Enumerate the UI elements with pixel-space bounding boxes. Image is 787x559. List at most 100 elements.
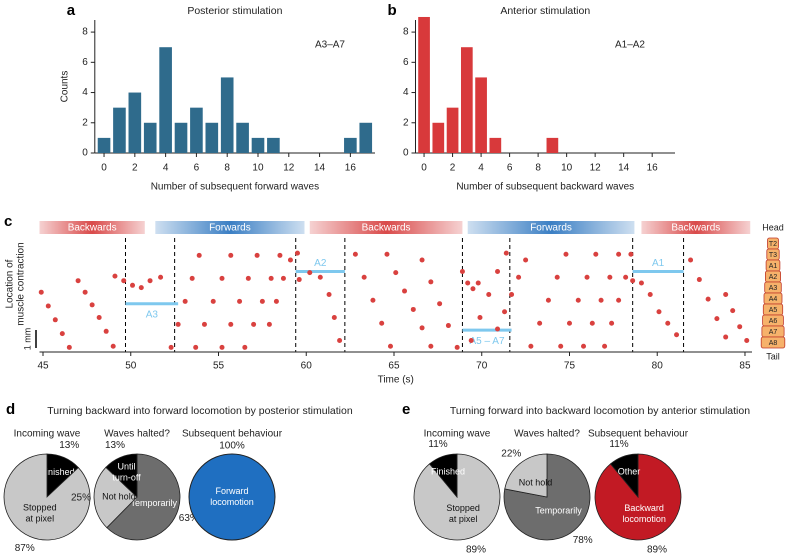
slice-label: locomotion — [210, 497, 254, 507]
x-tick-label: 65 — [388, 361, 400, 372]
bar — [359, 122, 373, 153]
x-tick-label: 0 — [421, 163, 427, 174]
data-point — [393, 270, 399, 276]
phase-band — [309, 221, 463, 234]
slice-label: Other — [618, 466, 641, 476]
bar — [159, 47, 172, 153]
slice-label: Forward — [215, 486, 248, 496]
data-point — [112, 273, 118, 279]
segment-label: T2 — [769, 241, 777, 248]
halt-label: A3 — [146, 309, 159, 320]
phase-label: Backwards — [362, 223, 411, 234]
pie-slice — [106, 453, 181, 541]
data-point — [523, 257, 529, 263]
percent-label: 100% — [219, 441, 245, 452]
data-point — [475, 280, 481, 286]
data-point — [723, 292, 729, 297]
data-point — [502, 309, 508, 315]
pie-title: Incoming wave — [424, 429, 491, 440]
data-point — [237, 298, 243, 304]
halt-label: A2 — [314, 258, 327, 269]
x-tick-label: 8 — [224, 163, 230, 174]
x-tick-label: 16 — [345, 163, 357, 174]
data-point — [45, 303, 51, 309]
percent-label: 22% — [501, 448, 521, 459]
data-point — [75, 278, 81, 284]
data-point — [38, 289, 44, 295]
data-point — [138, 285, 144, 291]
data-point — [665, 320, 671, 326]
phase-band — [39, 221, 145, 234]
data-point — [228, 252, 234, 258]
segment-label: A4 — [769, 296, 778, 303]
data-point — [419, 257, 425, 263]
phase-label: Forwards — [209, 223, 251, 234]
y-tick-label: 6 — [82, 57, 88, 68]
y-tick-label: 0 — [82, 148, 88, 159]
segment-label: A7 — [769, 329, 778, 336]
bar — [432, 122, 445, 153]
data-point — [495, 326, 501, 332]
phase-label: Backwards — [671, 223, 720, 234]
x-tick-label: 10 — [252, 163, 264, 174]
segment-label: A5 — [769, 307, 778, 314]
data-point — [705, 296, 711, 302]
data-point — [296, 277, 302, 283]
slice-label: turn-off — [112, 472, 141, 482]
x-axis-label: Time (s) — [378, 375, 414, 386]
data-point — [465, 280, 471, 286]
data-point — [477, 315, 483, 320]
percent-label: 13% — [105, 440, 125, 451]
segment-label: A1 — [769, 263, 778, 270]
y-tick-label: 8 — [403, 27, 409, 38]
data-point — [352, 251, 358, 257]
x-tick-label: 45 — [37, 361, 49, 372]
data-point — [628, 251, 634, 257]
data-point — [602, 343, 608, 349]
x-tick-label: 55 — [213, 361, 225, 372]
data-point — [210, 298, 216, 304]
slice-label: Stopped — [446, 503, 480, 513]
x-axis-label: Number of subsequent forward waves — [151, 182, 319, 193]
x-tick-label: 6 — [194, 163, 200, 174]
data-point — [723, 334, 729, 340]
body-head: Head — [762, 222, 784, 232]
data-point — [245, 275, 251, 281]
x-tick-label: 4 — [478, 163, 484, 174]
data-point — [89, 302, 95, 308]
x-tick-label: 12 — [590, 163, 602, 174]
data-point — [545, 297, 551, 303]
data-point — [575, 297, 581, 303]
data-point — [495, 269, 501, 274]
data-point — [273, 298, 279, 304]
bar — [446, 107, 459, 153]
phase-band — [467, 221, 635, 234]
data-point — [96, 315, 102, 320]
data-point — [516, 274, 522, 280]
bar — [546, 137, 559, 153]
data-point — [228, 321, 234, 327]
panel-letter: a — [67, 2, 76, 19]
pie-title: Waves halted? — [104, 429, 170, 440]
data-point — [266, 321, 272, 327]
data-point — [242, 344, 248, 350]
percent-label: 11% — [428, 439, 447, 450]
x-tick-label: 80 — [652, 361, 664, 372]
x-tick-label: 14 — [618, 163, 630, 174]
bar — [475, 77, 487, 153]
data-point — [428, 343, 434, 349]
slice-label: Not hold — [102, 492, 136, 502]
pie-title: Subsequent behaviour — [182, 429, 283, 440]
percent-label: 63% — [179, 513, 199, 524]
data-point — [598, 297, 604, 303]
data-point — [714, 316, 720, 322]
pie-title: Subsequent behaviour — [588, 429, 689, 440]
data-point — [589, 320, 595, 326]
y-axis-label: Location of — [5, 259, 16, 308]
data-point — [630, 278, 636, 284]
data-point — [537, 320, 543, 326]
data-point — [287, 257, 293, 263]
data-point — [696, 277, 702, 283]
x-tick-label: 10 — [561, 163, 573, 174]
data-point — [737, 324, 743, 330]
